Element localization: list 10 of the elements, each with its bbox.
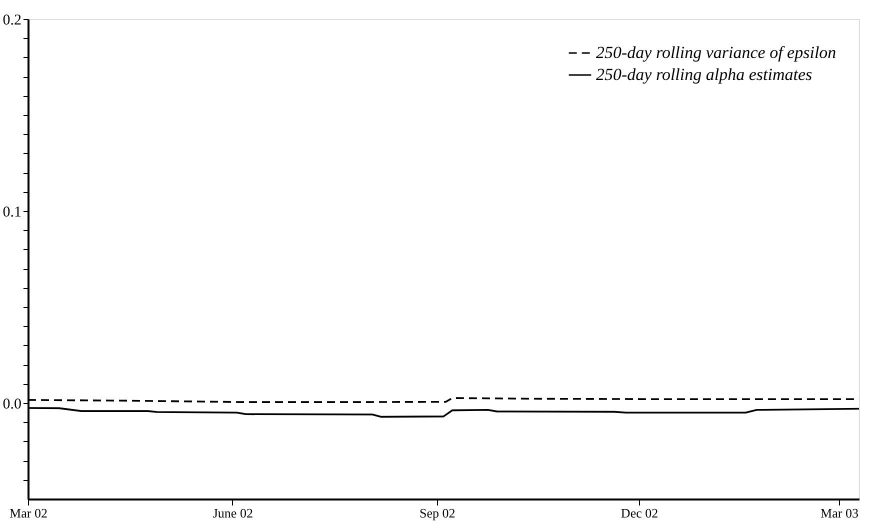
y-tick-label: 0.2 [2, 12, 22, 28]
x-tick-label: June 02 [212, 506, 253, 520]
x-tick-label: Mar 03 [820, 506, 858, 520]
legend-label: 250-day rolling variance of epsilon [596, 43, 836, 62]
x-tick-label: Mar 02 [10, 506, 48, 520]
x-tick-label: Dec 02 [620, 506, 658, 520]
y-tick-label: 0.0 [2, 396, 22, 412]
x-tick-label: Sep 02 [419, 506, 456, 520]
y-tick-label: 0.1 [2, 204, 22, 220]
legend-label: 250-day rolling alpha estimates [596, 65, 812, 84]
